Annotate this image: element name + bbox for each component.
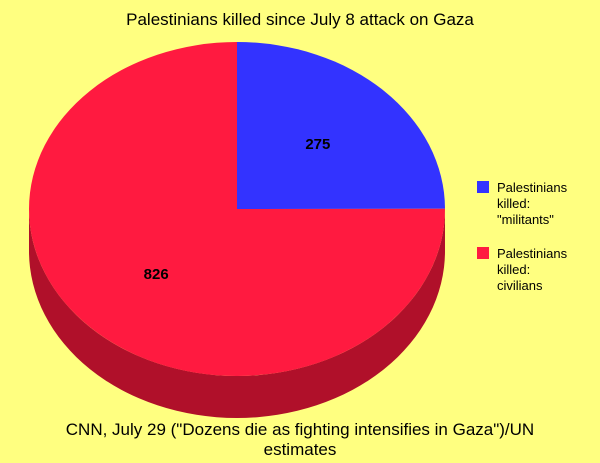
- legend-swatch-civilians: [477, 247, 489, 259]
- pie-top: [29, 42, 446, 376]
- pie-side-civilians: [29, 209, 445, 418]
- legend-label-civilians: Palestinians killed: civilians: [497, 246, 568, 293]
- pie-data-label-civilians: 826: [144, 266, 169, 283]
- pie-slice-militants: [237, 42, 445, 209]
- pie-depth: [29, 209, 445, 418]
- chart-caption: CNN, July 29 ("Dozens die as fighting in…: [65, 420, 535, 459]
- legend-swatch-militants: [477, 181, 489, 193]
- pie-slice-civilians: [29, 42, 446, 376]
- pie-data-labels: 275 826: [144, 136, 331, 283]
- pie-data-label-militants: 275: [305, 136, 330, 153]
- chart-title: Palestinians killed since July 8 attack …: [126, 10, 474, 29]
- legend-label-militants: Palestinians killed: "militants": [497, 180, 568, 227]
